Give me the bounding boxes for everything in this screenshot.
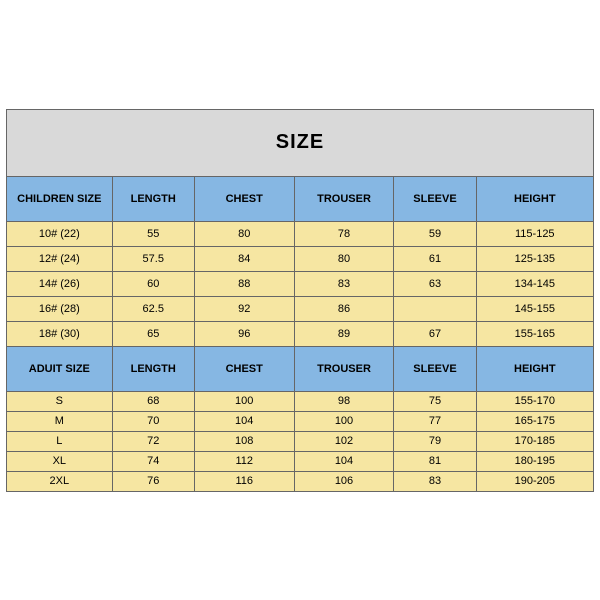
child-row: 18# (30)65968967155-165: [7, 321, 594, 346]
cell: 88: [194, 271, 294, 296]
cell: 68: [112, 391, 194, 411]
cell: 57.5: [112, 246, 194, 271]
cell: 125-135: [476, 246, 593, 271]
cell: HEIGHT: [476, 346, 593, 391]
child-row: 12# (24)57.5848061125-135: [7, 246, 594, 271]
cell: CHILDREN SIZE: [7, 176, 113, 221]
cell: 112: [194, 451, 294, 471]
header-row: CHILDREN SIZELENGTHCHESTTROUSERSLEEVEHEI…: [7, 176, 594, 221]
cell: TROUSER: [294, 176, 394, 221]
cell: 108: [194, 431, 294, 451]
cell: 83: [394, 471, 476, 491]
cell: 92: [194, 296, 294, 321]
cell: 180-195: [476, 451, 593, 471]
cell: 67: [394, 321, 476, 346]
cell: 79: [394, 431, 476, 451]
cell: 104: [294, 451, 394, 471]
cell: 55: [112, 221, 194, 246]
cell: 63: [394, 271, 476, 296]
cell: LENGTH: [112, 176, 194, 221]
cell: 100: [294, 411, 394, 431]
cell: 104: [194, 411, 294, 431]
cell: 145-155: [476, 296, 593, 321]
cell: 70: [112, 411, 194, 431]
cell: SIZE: [7, 109, 594, 176]
cell: 102: [294, 431, 394, 451]
adult-row: S681009875155-170: [7, 391, 594, 411]
adult-row: 2XL7611610683190-205: [7, 471, 594, 491]
cell: L: [7, 431, 113, 451]
cell: 77: [394, 411, 476, 431]
cell: 83: [294, 271, 394, 296]
cell: 100: [194, 391, 294, 411]
cell: LENGTH: [112, 346, 194, 391]
cell: 81: [394, 451, 476, 471]
cell: 106: [294, 471, 394, 491]
cell: 115-125: [476, 221, 593, 246]
header-row: ADUIT SIZELENGTHCHESTTROUSERSLEEVEHEIGHT: [7, 346, 594, 391]
cell: 18# (30): [7, 321, 113, 346]
child-row: 10# (22)55807859115-125: [7, 221, 594, 246]
adult-row: L7210810279170-185: [7, 431, 594, 451]
cell: 96: [194, 321, 294, 346]
cell: XL: [7, 451, 113, 471]
cell: TROUSER: [294, 346, 394, 391]
cell: 72: [112, 431, 194, 451]
cell: 14# (26): [7, 271, 113, 296]
cell: 59: [394, 221, 476, 246]
cell: SLEEVE: [394, 346, 476, 391]
cell: 62.5: [112, 296, 194, 321]
cell: CHEST: [194, 346, 294, 391]
cell: 65: [112, 321, 194, 346]
cell: 76: [112, 471, 194, 491]
cell: 10# (22): [7, 221, 113, 246]
adult-row: XL7411210481180-195: [7, 451, 594, 471]
cell: [394, 296, 476, 321]
cell: 86: [294, 296, 394, 321]
cell: 190-205: [476, 471, 593, 491]
cell: 134-145: [476, 271, 593, 296]
cell: S: [7, 391, 113, 411]
cell: 155-170: [476, 391, 593, 411]
cell: 16# (28): [7, 296, 113, 321]
cell: 2XL: [7, 471, 113, 491]
cell: 80: [194, 221, 294, 246]
cell: 61: [394, 246, 476, 271]
size-chart: SIZECHILDREN SIZELENGTHCHESTTROUSERSLEEV…: [6, 109, 594, 492]
cell: 155-165: [476, 321, 593, 346]
title-row: SIZE: [7, 109, 594, 176]
child-row: 14# (26)60888363134-145: [7, 271, 594, 296]
cell: CHEST: [194, 176, 294, 221]
cell: 116: [194, 471, 294, 491]
cell: ADUIT SIZE: [7, 346, 113, 391]
cell: 165-175: [476, 411, 593, 431]
cell: 60: [112, 271, 194, 296]
adult-row: M7010410077165-175: [7, 411, 594, 431]
size-table: SIZECHILDREN SIZELENGTHCHESTTROUSERSLEEV…: [6, 109, 594, 492]
cell: 74: [112, 451, 194, 471]
cell: 170-185: [476, 431, 593, 451]
cell: 78: [294, 221, 394, 246]
cell: HEIGHT: [476, 176, 593, 221]
cell: M: [7, 411, 113, 431]
cell: 89: [294, 321, 394, 346]
child-row: 16# (28)62.59286 145-155: [7, 296, 594, 321]
cell: 75: [394, 391, 476, 411]
cell: 84: [194, 246, 294, 271]
cell: 12# (24): [7, 246, 113, 271]
cell: 80: [294, 246, 394, 271]
cell: 98: [294, 391, 394, 411]
cell: SLEEVE: [394, 176, 476, 221]
